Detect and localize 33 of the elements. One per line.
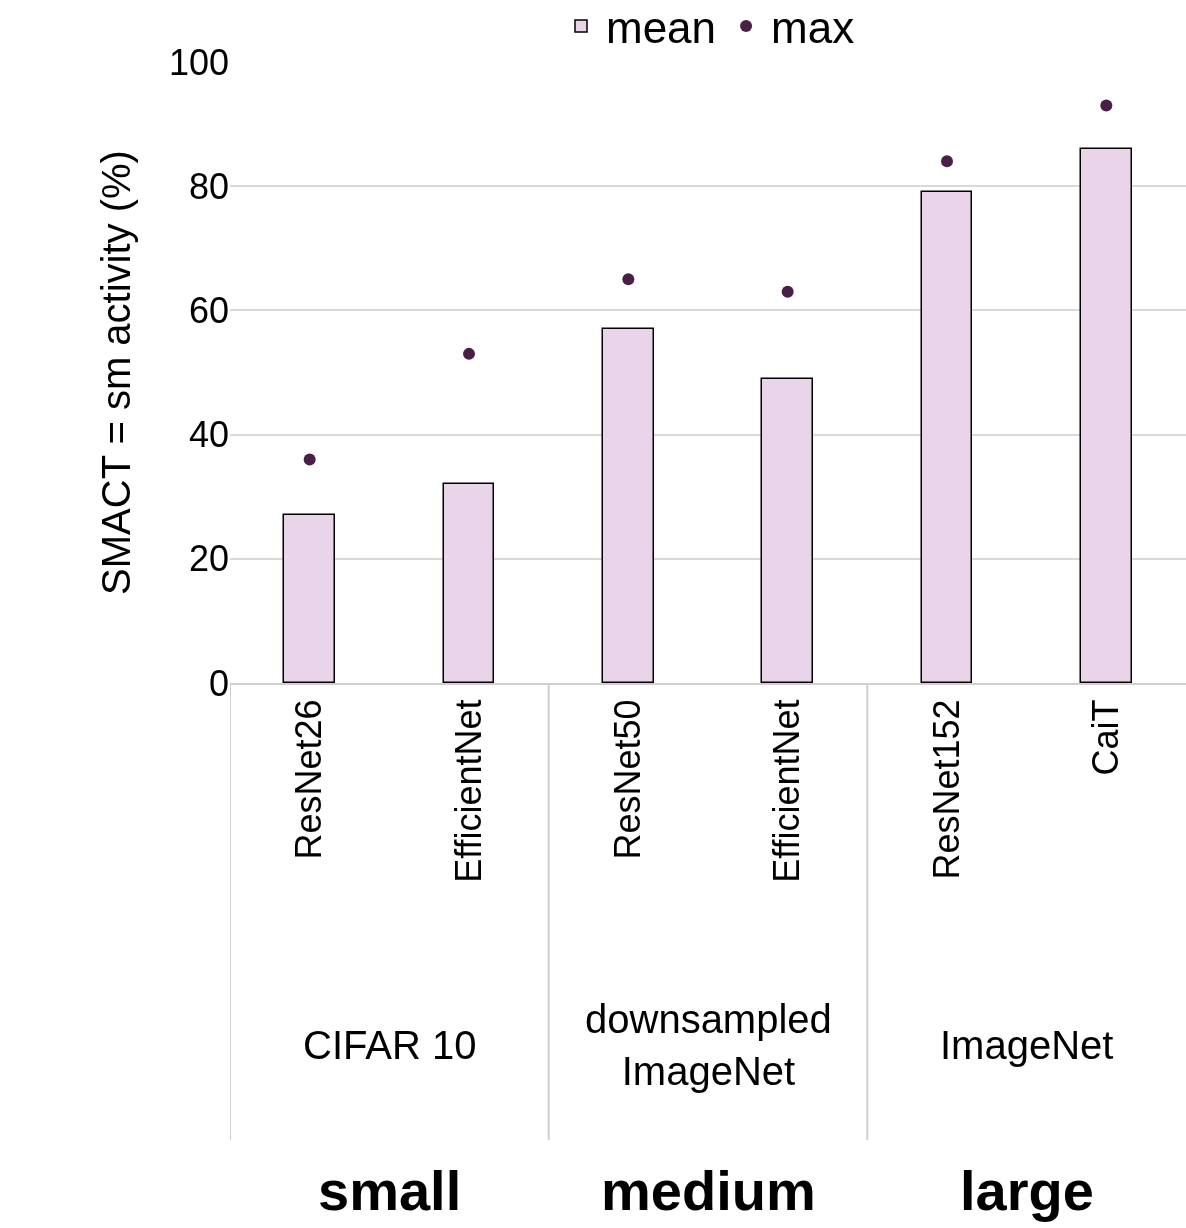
text: CIFAR 10 [303, 1023, 477, 1067]
x-tick-label: ResNet50 [607, 699, 649, 860]
x-tick-label: EfficientNet [447, 699, 489, 883]
y-tick-label: 60 [188, 290, 229, 331]
bar [1079, 147, 1132, 683]
legend-label: max [771, 3, 855, 53]
bar [601, 327, 654, 683]
point [303, 453, 316, 466]
point [1100, 99, 1113, 112]
x-tick-label: ResNet152 [925, 699, 967, 880]
y-tick-label: 20 [188, 538, 229, 580]
bar [282, 513, 335, 683]
x-tick-label: CaiT [1085, 699, 1127, 776]
y-tick-label: 40 [188, 414, 229, 456]
text: medium [601, 1159, 816, 1222]
text: downsampled ImageNet [585, 997, 832, 1093]
legend-label: mean [606, 3, 717, 53]
x-tick-label: ResNet26 [288, 699, 330, 860]
bar [442, 482, 494, 683]
y-tick-label: 80 [188, 165, 229, 207]
bar [920, 190, 972, 683]
x-tick-label: EfficientNet [766, 699, 808, 883]
point [941, 155, 953, 168]
y-tick-label: 100 [168, 41, 229, 83]
text: ImageNet [940, 1023, 1114, 1067]
y-axis-title: SMACT = sm activity (%) [94, 150, 139, 595]
text: large [960, 1159, 1094, 1222]
y-tick-label: 0 [208, 662, 229, 704]
bar [760, 377, 813, 683]
point [463, 347, 475, 360]
point [781, 285, 794, 298]
point [622, 273, 635, 286]
text: small [318, 1159, 462, 1222]
